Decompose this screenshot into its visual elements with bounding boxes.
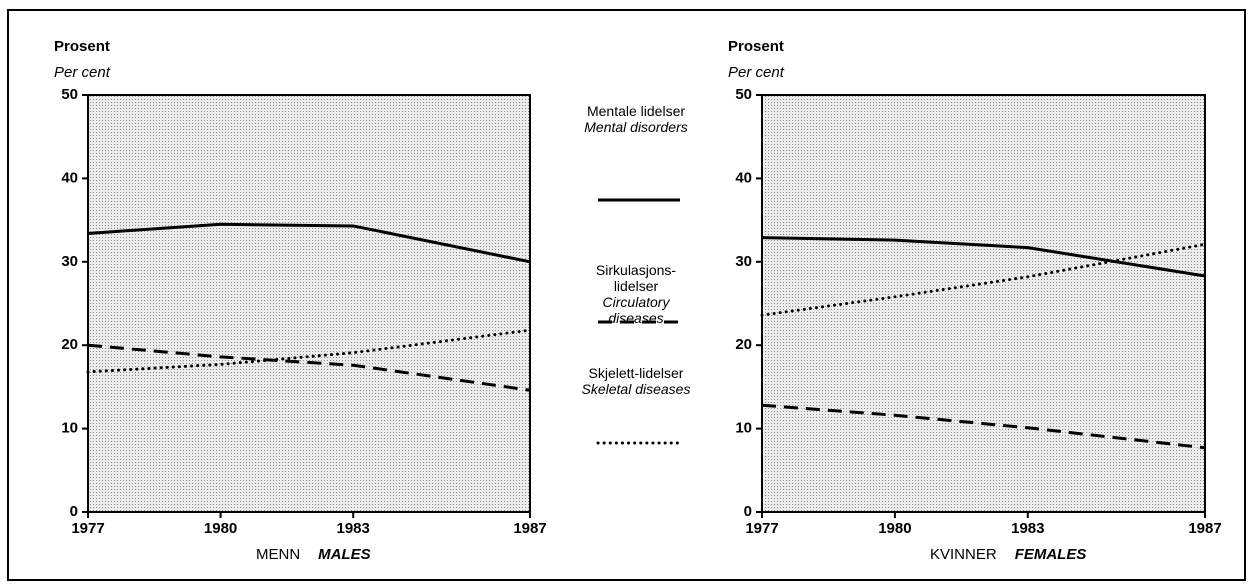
x-axis-label: KVINNER [930, 546, 997, 563]
y-axis-label: Per cent [54, 64, 111, 81]
y-tick-label: 10 [735, 420, 752, 437]
y-tick-label: 20 [735, 336, 752, 353]
y-tick-label: 0 [744, 503, 752, 520]
y-axis-label: Prosent [54, 38, 110, 55]
y-tick-label: 30 [735, 253, 752, 270]
legend-label: Skjelett-lidelser [588, 365, 684, 381]
x-tick-label: 1983 [1011, 520, 1044, 537]
x-axis-label: MENN [256, 546, 300, 563]
y-tick-label: 50 [735, 86, 752, 103]
x-tick-label: 1983 [337, 520, 370, 537]
y-axis-label: Per cent [728, 64, 785, 81]
y-tick-label: 50 [61, 86, 78, 103]
x-tick-label: 1980 [878, 520, 911, 537]
y-tick-label: 10 [61, 420, 78, 437]
y-tick-label: 40 [61, 169, 78, 186]
series-line [87, 222, 531, 264]
x-tick-label: 1980 [204, 520, 237, 537]
x-axis-label: MALES [318, 546, 371, 563]
legend-label: Skeletal diseases [581, 381, 691, 397]
plot-area [761, 94, 1206, 513]
x-tick-label: 1987 [513, 520, 546, 537]
x-axis-label: FEMALES [1015, 546, 1087, 563]
series-line [86, 328, 532, 374]
x-tick-label: 1977 [745, 520, 778, 537]
frame [7, 9, 1246, 581]
legend-label: Sirkulasjons-lidelser [595, 262, 677, 294]
y-tick-label: 0 [70, 503, 78, 520]
x-tick-label: 1977 [71, 520, 104, 537]
y-tick-label: 20 [61, 336, 78, 353]
legend-entry: Mentale lidelser Mental disorders [581, 103, 691, 135]
y-tick-label: 30 [61, 253, 78, 270]
series-line [87, 343, 531, 392]
legend-entry: Sirkulasjons-lidelser Circulatory disease… [581, 262, 691, 326]
legend-label: Circulatory diseases [602, 294, 670, 326]
x-tick-label: 1987 [1188, 520, 1221, 537]
legend-entry: Skjelett-lidelser Skeletal diseases [581, 365, 691, 397]
series-line [761, 236, 1206, 278]
legend-label: Mental disorders [584, 119, 688, 135]
legend-label: Mentale lidelser [586, 103, 686, 119]
plot-area [87, 94, 531, 513]
y-axis-label: Prosent [728, 38, 784, 55]
series-line [760, 242, 1207, 317]
y-tick-label: 40 [735, 169, 752, 186]
series-line [761, 403, 1206, 450]
